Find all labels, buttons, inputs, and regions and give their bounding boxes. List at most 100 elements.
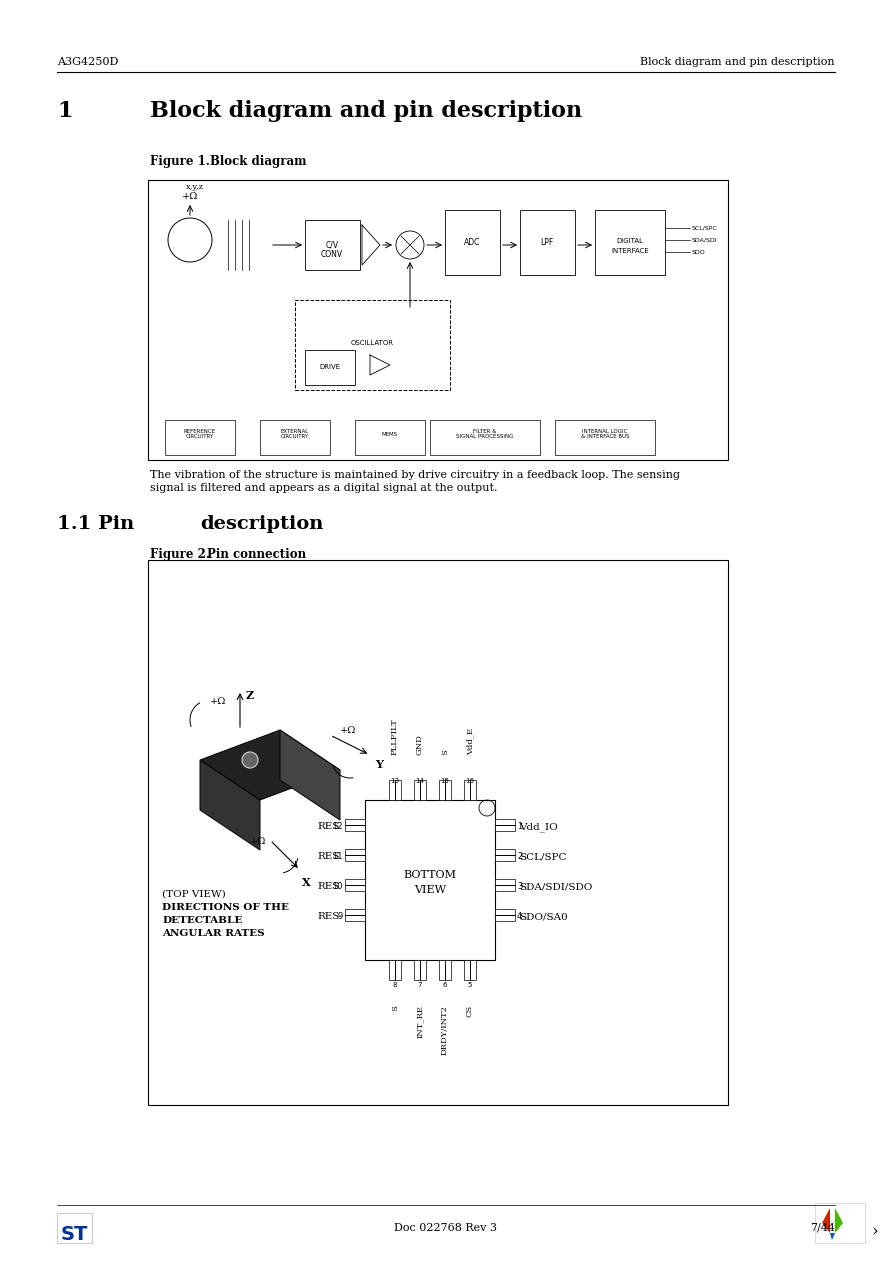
Bar [520,210,575,275]
Bar [464,781,476,799]
Text: description: description [200,515,324,533]
Bar [445,210,500,275]
Text: RES: RES [317,882,339,890]
Text: ADC: ADC [464,237,480,248]
Text: ANGULAR RATES: ANGULAR RATES [162,930,265,938]
Bar [345,849,365,861]
Text: x,y,z: x,y,z [186,183,204,191]
Text: Z: Z [246,690,254,701]
Bar [495,849,515,861]
Text: MEMS: MEMS [382,432,398,437]
Bar [439,960,451,980]
Text: SDA/SDI/SDO: SDA/SDI/SDO [519,882,592,890]
Text: Figure 1.: Figure 1. [150,155,210,168]
Text: Y: Y [375,759,383,770]
Bar [57,1212,92,1243]
Text: 7/44: 7/44 [810,1223,835,1233]
Polygon shape [830,1233,835,1240]
Text: SCL/SPC: SCL/SPC [692,226,718,231]
Bar [305,350,355,385]
Bar [464,960,476,980]
Text: GND: GND [416,734,424,755]
Text: 8: 8 [392,983,397,988]
Text: S: S [441,749,449,755]
Text: Vdd_E: Vdd_E [466,727,474,755]
Text: DIRECTIONS OF THE: DIRECTIONS OF THE [162,903,289,912]
Text: 9: 9 [338,912,343,921]
Polygon shape [822,1207,830,1233]
Text: 10: 10 [333,882,343,890]
Text: 6: 6 [442,983,447,988]
Bar [345,879,365,890]
Text: +Ω: +Ω [182,192,198,201]
Text: ›: › [871,1223,879,1240]
Text: C/V: C/V [326,240,339,249]
Bar [345,818,365,831]
Circle shape [242,751,258,768]
Text: DRDY/INT2: DRDY/INT2 [441,1005,449,1055]
Text: Doc 022768 Rev 3: Doc 022768 Rev 3 [394,1223,498,1233]
Text: DIGITAL: DIGITAL [616,237,643,244]
Text: +Ω: +Ω [210,697,227,706]
Text: 3: 3 [517,882,523,890]
Bar [305,220,360,270]
Text: EXTERNAL
CIRCUITRY: EXTERNAL CIRCUITRY [281,428,310,440]
Text: Figure 2.: Figure 2. [150,548,210,561]
Text: CONV: CONV [321,250,343,259]
Bar [414,960,426,980]
Text: ST: ST [61,1225,87,1244]
Text: INTERFACE: INTERFACE [611,248,648,254]
Text: REFERENCE
CIRCUITRY: REFERENCE CIRCUITRY [184,428,216,440]
Bar [148,181,728,460]
Bar [295,301,450,390]
Bar [165,421,235,455]
Text: 14: 14 [416,778,425,784]
Text: 4: 4 [517,912,522,921]
Text: 1.1 Pin: 1.1 Pin [57,515,135,533]
Bar [148,560,728,1105]
Text: LPF: LPF [541,237,554,248]
Text: 2: 2 [517,853,522,861]
Text: DETECTABLE: DETECTABLE [162,916,243,925]
Text: X: X [302,877,310,888]
Text: DRIVE: DRIVE [319,364,341,370]
Bar [355,421,425,455]
Text: 1: 1 [57,100,72,123]
Text: SDO/SA0: SDO/SA0 [519,912,567,921]
Text: FILTER &
SIGNAL PROCESSING: FILTER & SIGNAL PROCESSING [457,428,514,440]
Bar [595,210,665,275]
Text: 7: 7 [417,983,422,988]
Text: 16: 16 [466,778,475,784]
Text: +Ω: +Ω [340,726,357,735]
Polygon shape [280,730,340,820]
Text: SDO: SDO [692,250,706,255]
Bar [555,421,655,455]
Bar [815,1202,865,1243]
Text: 5: 5 [467,983,472,988]
Text: S: S [391,1005,399,1010]
Bar [495,818,515,831]
Text: +Ω: +Ω [250,837,267,846]
Text: Block diagram and pin description: Block diagram and pin description [150,100,582,123]
Bar [495,879,515,890]
Text: Block diagram and pin description: Block diagram and pin description [640,57,835,67]
Text: PLLFILT: PLLFILT [391,719,399,755]
Text: VIEW: VIEW [414,885,446,895]
Text: RES: RES [317,853,339,861]
Bar [345,909,365,921]
Text: INT_RE: INT_RE [416,1005,424,1038]
Bar [439,781,451,799]
Polygon shape [200,730,340,799]
Text: Block diagram: Block diagram [210,155,307,168]
Text: RES: RES [317,912,339,921]
Text: 13: 13 [391,778,400,784]
Text: 1: 1 [517,822,522,831]
Text: CS: CS [466,1005,474,1017]
Text: A3G4250D: A3G4250D [57,57,119,67]
Bar [365,799,495,960]
Bar [414,781,426,799]
Bar [389,781,401,799]
Text: OSCILLATOR: OSCILLATOR [351,340,393,346]
Text: The vibration of the structure is maintained by drive circuitry in a feedback lo: The vibration of the structure is mainta… [150,470,680,480]
Text: 12: 12 [333,822,343,831]
